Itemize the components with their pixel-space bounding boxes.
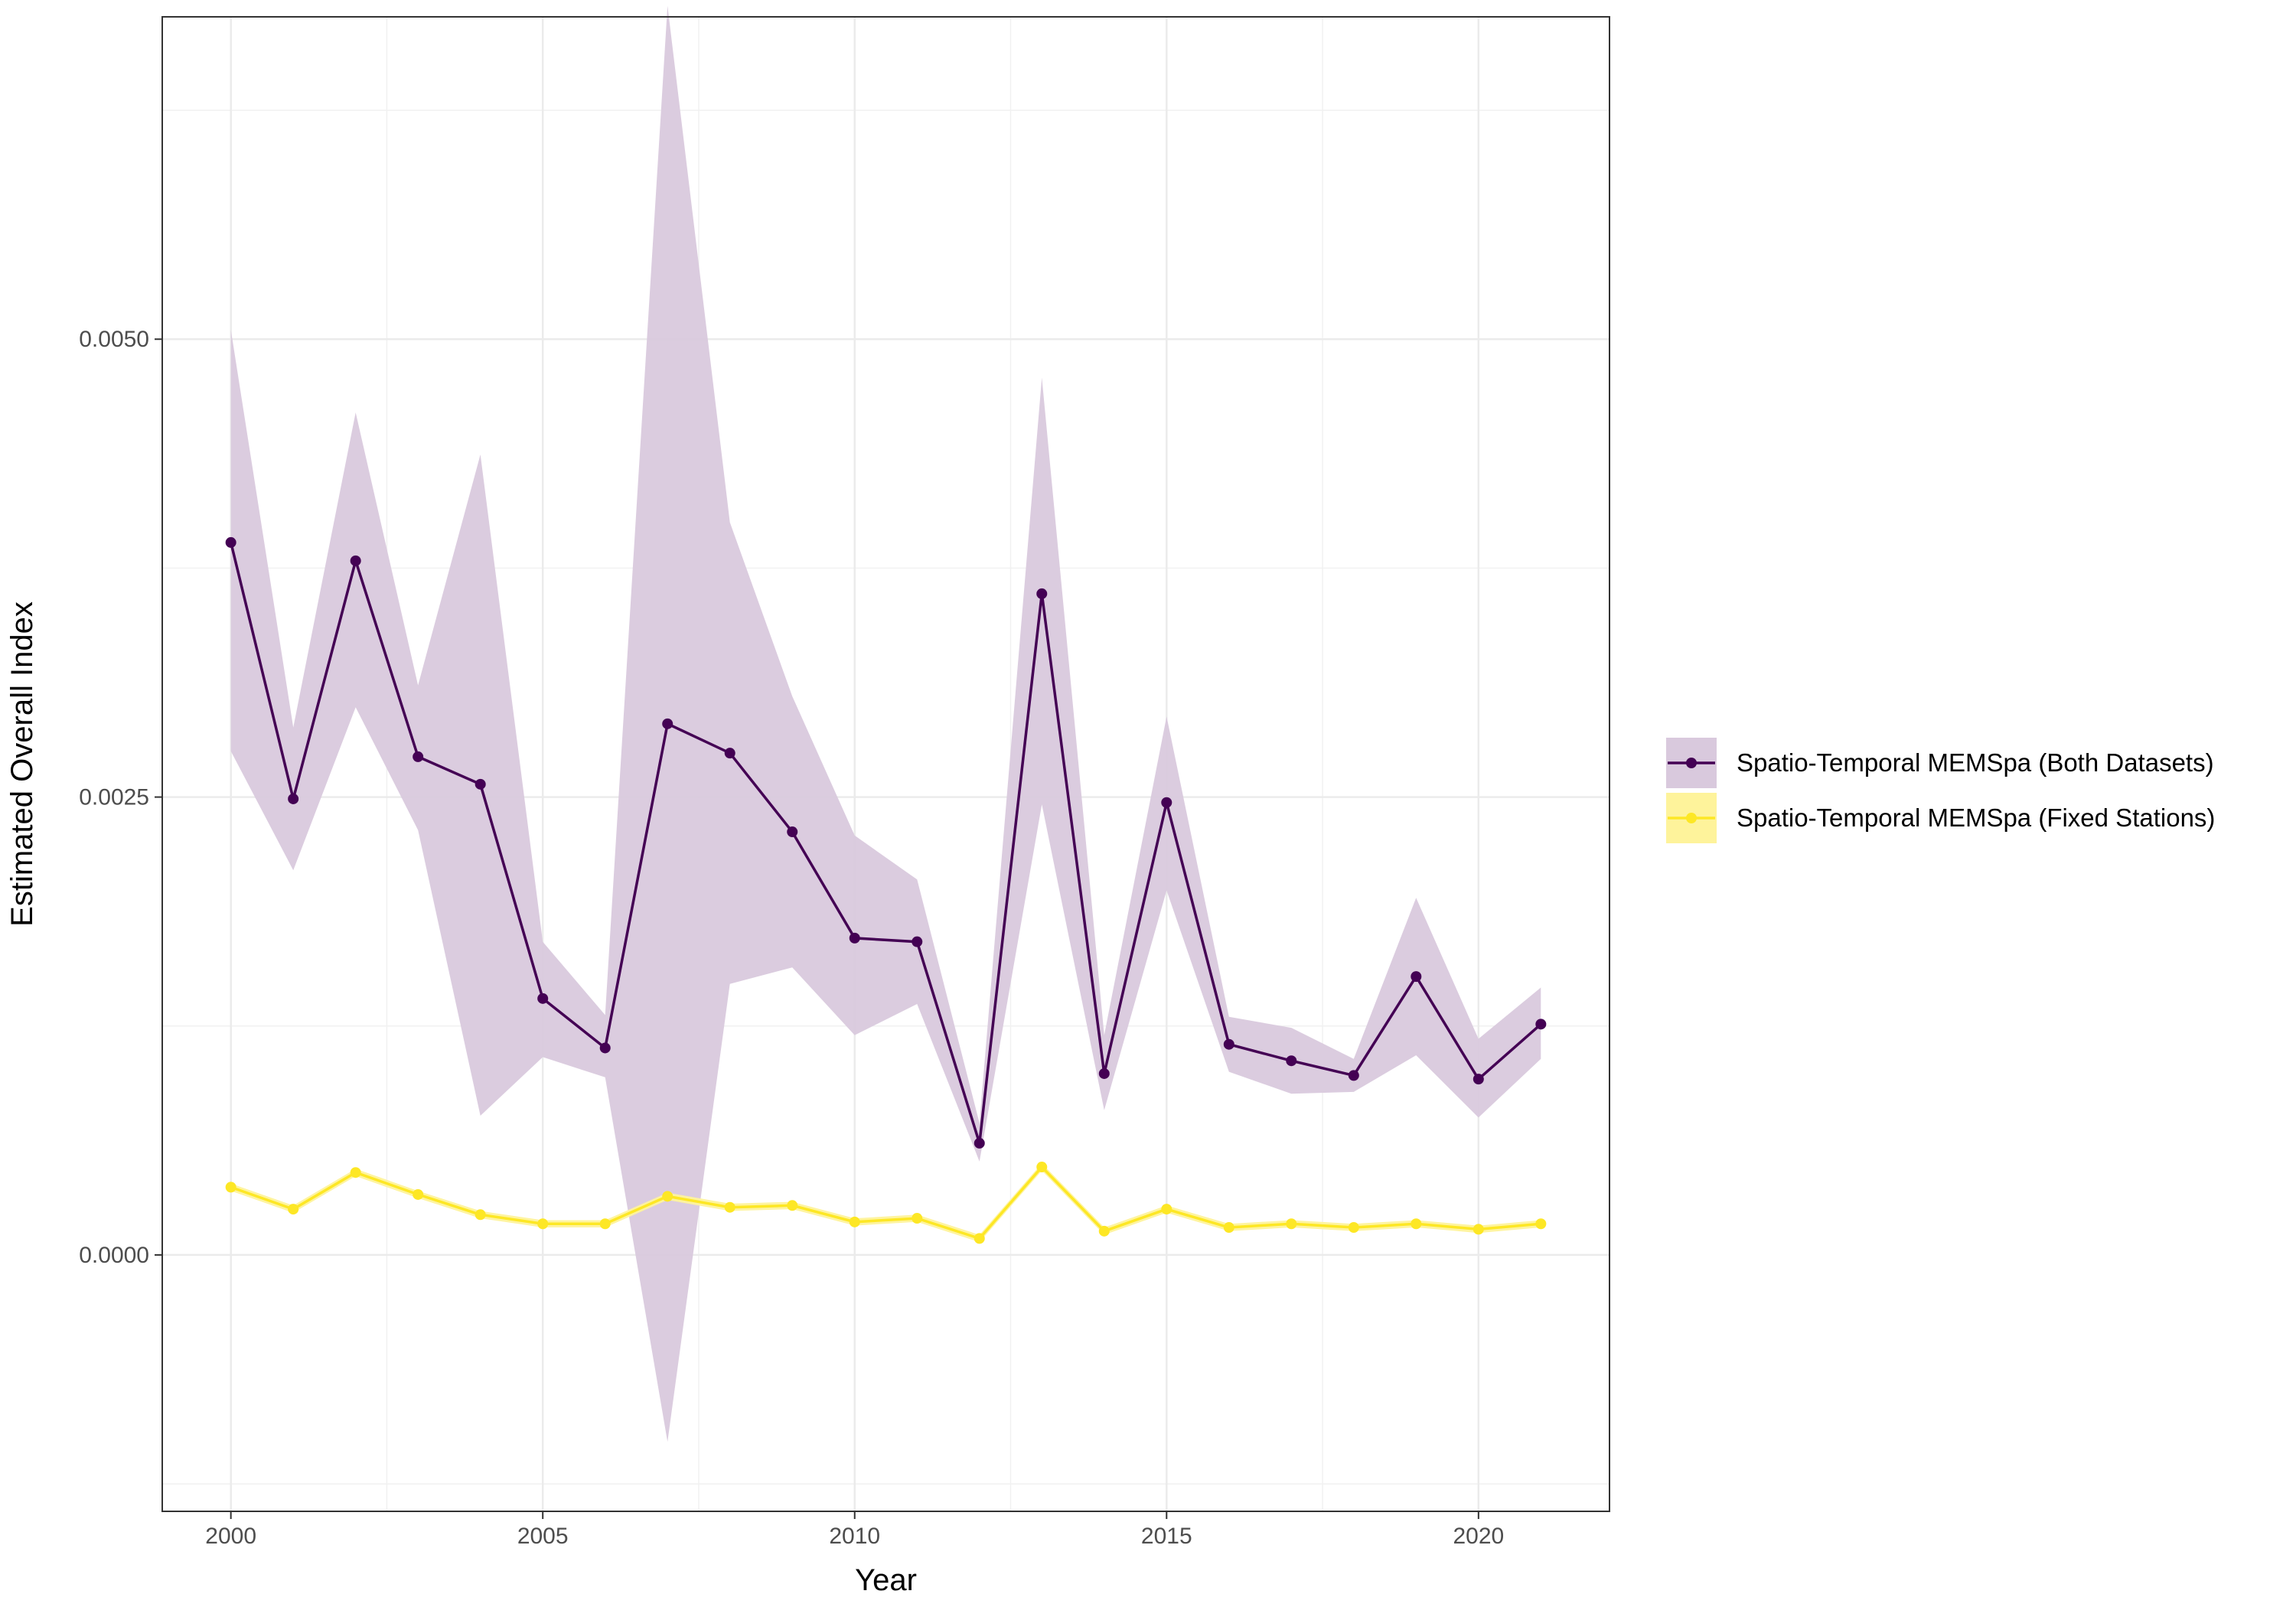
legend: Spatio-Temporal MEMSpa (Both Datasets) Sp…: [1666, 738, 2215, 843]
data-point-series-2: [1535, 1218, 1547, 1230]
data-point-series-1: [849, 932, 860, 944]
y-tick-label: 0.0050: [79, 327, 149, 352]
data-point-series-1: [1286, 1055, 1297, 1067]
y-axis: 0.0000 0.0025 0.0050: [79, 327, 162, 1268]
data-point-series-1: [1535, 1019, 1547, 1030]
data-point-series-1: [475, 778, 486, 790]
data-point-series-1: [787, 826, 798, 838]
panel-border: [161, 16, 1610, 1512]
data-point-series-1: [1223, 1038, 1234, 1050]
series-line-1: [229, 542, 1542, 1144]
y-axis-title: Estimated Overall Index: [5, 601, 39, 927]
x-tick-label: 2020: [1453, 1524, 1504, 1549]
data-point-series-2: [787, 1200, 798, 1211]
data-point-series-2: [288, 1204, 299, 1215]
data-point-series-2: [1411, 1218, 1422, 1230]
data-point-series-2: [662, 1191, 673, 1202]
x-axis-title: Year: [855, 1563, 917, 1597]
y-tick-label: 0.0000: [79, 1243, 149, 1268]
x-tick-label: 2015: [1141, 1524, 1192, 1549]
x-axis: 2000 2005 2010 2015 2020: [205, 1511, 1504, 1549]
data-point-series-1: [1473, 1074, 1484, 1085]
data-point-series-2: [1098, 1225, 1110, 1237]
data-point-series-2: [974, 1233, 985, 1244]
data-point-series-1: [1161, 797, 1172, 808]
data-point-series-1: [974, 1137, 985, 1149]
data-point-series-1: [912, 936, 923, 947]
data-point-series-1: [1036, 588, 1048, 599]
data-point-series-2: [1473, 1224, 1484, 1235]
x-tick-label: 2010: [829, 1524, 880, 1549]
data-point-series-2: [1223, 1222, 1234, 1234]
series-line-2: [230, 1165, 1541, 1240]
data-point-series-1: [225, 536, 236, 548]
data-point-series-2: [1036, 1162, 1048, 1173]
data-point-series-2: [849, 1216, 860, 1227]
y-tick-label: 0.0025: [79, 785, 149, 810]
legend-key-point-2: [1686, 813, 1697, 823]
data-point-series-2: [599, 1218, 611, 1230]
data-point-series-2: [1286, 1218, 1297, 1230]
x-tick-label: 2000: [205, 1524, 256, 1549]
data-point-series-2: [912, 1213, 923, 1224]
data-point-series-2: [413, 1188, 424, 1200]
confidence-band-series-1: [230, 5, 1541, 1442]
data-point-series-1: [1098, 1068, 1110, 1079]
data-point-series-1: [350, 555, 361, 566]
legend-label-2: Spatio-Temporal MEMSpa (Fixed Stations): [1737, 804, 2215, 832]
data-point-series-2: [350, 1167, 361, 1178]
x-tick-label: 2005: [517, 1524, 569, 1549]
series-points: [225, 536, 1547, 1244]
data-point-series-1: [724, 748, 735, 759]
data-point-series-1: [599, 1042, 611, 1054]
legend-label-1: Spatio-Temporal MEMSpa (Both Datasets): [1737, 748, 2214, 777]
data-point-series-1: [1348, 1070, 1359, 1081]
grid-major: [162, 17, 1609, 1511]
data-point-series-1: [413, 751, 424, 762]
data-point-series-2: [475, 1209, 486, 1221]
data-point-series-2: [225, 1182, 236, 1193]
data-point-series-1: [662, 718, 673, 729]
data-point-series-2: [537, 1218, 549, 1230]
data-point-series-2: [1348, 1222, 1359, 1234]
data-point-series-1: [288, 793, 299, 804]
data-point-series-1: [1411, 971, 1422, 983]
data-point-series-1: [537, 993, 549, 1004]
data-point-series-2: [1161, 1204, 1172, 1215]
series-lines: [229, 542, 1542, 1240]
legend-key-point-1: [1686, 758, 1697, 768]
data-point-series-2: [724, 1201, 735, 1213]
